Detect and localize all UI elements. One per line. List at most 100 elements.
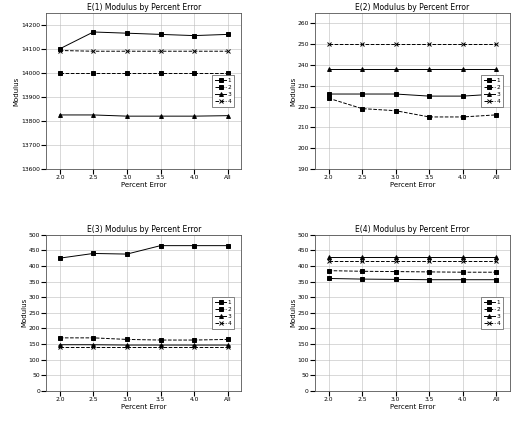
4: [158, 49, 164, 54]
4: [57, 48, 63, 53]
3: [460, 254, 466, 259]
1: [124, 31, 130, 36]
2: [158, 70, 164, 75]
4: [392, 259, 399, 264]
4: [493, 42, 500, 47]
1: [493, 277, 500, 282]
1: [325, 276, 332, 281]
1: [392, 91, 399, 96]
Line: 1: 1: [327, 277, 499, 282]
2: [426, 114, 433, 119]
3: [325, 254, 332, 259]
Y-axis label: Modulus: Modulus: [290, 76, 296, 105]
2: [225, 70, 231, 75]
1: [426, 94, 433, 99]
4: [426, 259, 433, 264]
3: [57, 112, 63, 117]
1: [359, 91, 365, 96]
1: [359, 277, 365, 282]
1: [57, 255, 63, 261]
Legend: 1, 2, 3, 4: 1, 2, 3, 4: [481, 297, 503, 329]
1: [325, 91, 332, 96]
Title: E(4) Modulus by Percent Error: E(4) Modulus by Percent Error: [355, 225, 470, 234]
Line: 3: 3: [327, 255, 499, 258]
1: [90, 251, 96, 256]
1: [158, 32, 164, 37]
X-axis label: Percent Error: Percent Error: [121, 182, 166, 188]
1: [57, 46, 63, 51]
4: [460, 259, 466, 264]
2: [460, 114, 466, 119]
Title: E(2) Modulus by Percent Error: E(2) Modulus by Percent Error: [355, 3, 470, 12]
2: [124, 70, 130, 75]
Line: 2: 2: [327, 269, 499, 274]
4: [124, 345, 130, 350]
Legend: 1, 2, 3, 4: 1, 2, 3, 4: [213, 75, 234, 107]
1: [90, 29, 96, 34]
4: [124, 49, 130, 54]
4: [392, 42, 399, 47]
3: [493, 254, 500, 259]
Line: 3: 3: [58, 343, 230, 347]
1: [460, 94, 466, 99]
1: [158, 243, 164, 248]
1: [191, 33, 197, 38]
3: [90, 112, 96, 117]
4: [225, 49, 231, 54]
4: [158, 345, 164, 350]
3: [124, 343, 130, 348]
2: [158, 337, 164, 343]
Line: 3: 3: [327, 67, 499, 71]
4: [57, 345, 63, 350]
3: [392, 254, 399, 259]
3: [225, 343, 231, 348]
2: [460, 269, 466, 275]
1: [124, 252, 130, 257]
4: [225, 345, 231, 350]
3: [426, 254, 433, 259]
Legend: 1, 2, 3, 4: 1, 2, 3, 4: [481, 75, 503, 107]
4: [493, 259, 500, 264]
2: [426, 269, 433, 275]
Line: 4: 4: [58, 345, 230, 349]
Line: 1: 1: [58, 30, 230, 51]
3: [158, 343, 164, 348]
3: [392, 66, 399, 71]
2: [57, 70, 63, 75]
1: [392, 277, 399, 282]
4: [359, 259, 365, 264]
1: [460, 277, 466, 282]
4: [359, 42, 365, 47]
1: [225, 32, 231, 37]
Line: 2: 2: [58, 336, 230, 342]
Title: E(3) Modulus by Percent Error: E(3) Modulus by Percent Error: [87, 225, 201, 234]
Legend: 1, 2, 3, 4: 1, 2, 3, 4: [213, 297, 234, 329]
4: [191, 345, 197, 350]
2: [493, 269, 500, 275]
4: [90, 345, 96, 350]
Y-axis label: Modulus: Modulus: [14, 76, 20, 105]
3: [426, 66, 433, 71]
Line: 2: 2: [58, 71, 230, 75]
2: [325, 96, 332, 101]
Title: E(1) Modulus by Percent Error: E(1) Modulus by Percent Error: [87, 3, 201, 12]
2: [124, 337, 130, 342]
3: [493, 66, 500, 71]
2: [57, 335, 63, 340]
X-axis label: Percent Error: Percent Error: [390, 182, 435, 188]
X-axis label: Percent Error: Percent Error: [390, 404, 435, 410]
3: [359, 66, 365, 71]
2: [90, 335, 96, 340]
2: [191, 70, 197, 75]
3: [191, 113, 197, 119]
2: [191, 337, 197, 343]
4: [460, 42, 466, 47]
4: [191, 49, 197, 54]
3: [225, 113, 231, 118]
3: [57, 342, 63, 347]
1: [426, 277, 433, 282]
3: [90, 342, 96, 347]
2: [90, 70, 96, 75]
2: [325, 268, 332, 273]
3: [191, 343, 197, 348]
